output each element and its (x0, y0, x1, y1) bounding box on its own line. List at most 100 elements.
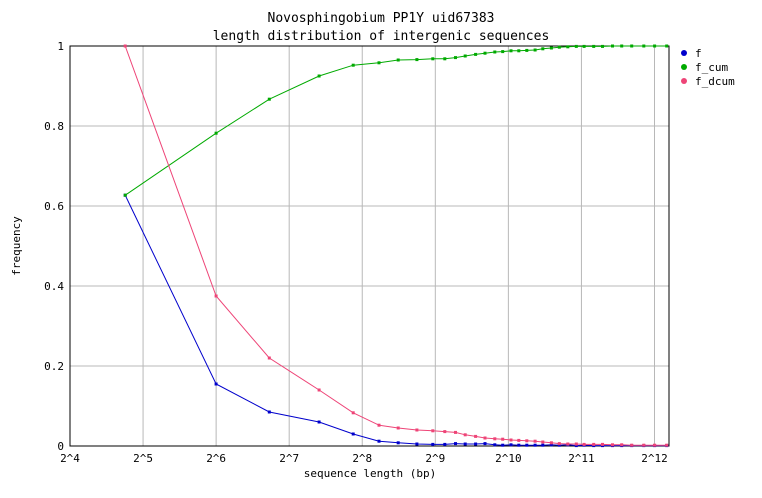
data-point (574, 442, 578, 446)
data-point (601, 442, 604, 446)
data-point (474, 52, 478, 56)
data-point (525, 48, 529, 52)
data-point (517, 49, 521, 53)
legend-marker (681, 64, 687, 70)
data-point (351, 411, 355, 415)
data-point (642, 443, 646, 447)
data-point (557, 45, 561, 49)
data-point (483, 436, 487, 440)
data-point (317, 388, 321, 392)
data-point (549, 441, 553, 445)
data-point (501, 437, 505, 441)
data-point (541, 443, 545, 447)
data-point (549, 443, 553, 447)
data-point (214, 131, 218, 135)
data-point (517, 443, 521, 447)
data-point (377, 439, 381, 443)
data-point (533, 48, 537, 52)
data-point (665, 443, 669, 447)
data-point (377, 423, 381, 427)
x-tick-label: 2^6 (206, 452, 226, 465)
data-point (509, 49, 513, 53)
data-point (214, 294, 218, 298)
data-point (463, 442, 467, 446)
data-point (463, 54, 467, 58)
chart-title: Novosphingobium PP1Y uid67383 (268, 11, 495, 26)
data-point (574, 444, 578, 448)
series-f (123, 193, 669, 448)
data-point (517, 438, 521, 442)
data-point (611, 443, 614, 447)
chart-subtitle: length distribution of intergenic sequen… (213, 29, 550, 44)
data-point (431, 442, 435, 446)
data-point (474, 442, 478, 446)
x-tick-label: 2^4 (60, 452, 80, 465)
data-point (653, 443, 657, 447)
x-tick-label: 2^11 (568, 452, 595, 465)
data-point (351, 432, 355, 436)
series-layer (123, 44, 669, 448)
series-line (124, 194, 667, 447)
data-point (123, 44, 127, 48)
x-tick-label: 2^8 (352, 452, 372, 465)
data-point (443, 57, 447, 61)
data-point (267, 356, 271, 360)
data-point (493, 50, 497, 54)
data-point (630, 443, 634, 447)
data-point (541, 440, 545, 444)
series-f-dcum (123, 44, 669, 447)
data-point (541, 47, 545, 51)
data-point (396, 441, 400, 445)
legend-marker (681, 78, 687, 84)
data-point (351, 63, 355, 67)
data-point (317, 74, 321, 78)
series-f-cum (123, 44, 669, 197)
legend-label: f (695, 47, 702, 60)
data-point (525, 443, 529, 447)
legend-label: f_dcum (695, 75, 735, 88)
data-point (620, 443, 624, 447)
data-point (454, 442, 457, 446)
legend-marker (681, 50, 687, 56)
data-point (415, 428, 419, 432)
series-line (124, 45, 667, 196)
data-point (533, 443, 537, 447)
data-point (454, 430, 457, 434)
legend-item: f (681, 47, 702, 60)
data-point (665, 44, 669, 48)
grid (70, 46, 669, 446)
data-point (557, 443, 561, 447)
data-point (630, 44, 634, 48)
data-point (415, 58, 419, 62)
x-tick-label: 2^5 (133, 452, 153, 465)
data-point (557, 442, 561, 446)
data-point (611, 44, 614, 48)
y-axis: 0 0.2 0.4 0.6 0.8 1 (44, 40, 64, 453)
y-tick-label: 1 (57, 40, 64, 53)
data-point (533, 439, 537, 443)
x-axis: 2^4 2^5 2^6 2^7 2^8 2^9 2^10 2^11 2^12 (60, 452, 668, 465)
y-axis-label: frequency (10, 216, 23, 276)
x-tick-label: 2^12 (641, 452, 668, 465)
data-point (582, 442, 586, 446)
x-tick-label: 2^10 (495, 452, 522, 465)
data-point (592, 44, 596, 48)
legend-item: f_dcum (681, 75, 735, 88)
data-point (620, 44, 624, 48)
x-tick-label: 2^9 (425, 452, 445, 465)
data-point (549, 46, 553, 50)
data-point (642, 44, 646, 48)
data-point (501, 50, 505, 54)
data-point (377, 61, 381, 65)
data-point (566, 442, 570, 446)
data-point (474, 434, 478, 438)
data-point (443, 430, 447, 434)
data-point (501, 443, 505, 447)
data-point (123, 193, 127, 197)
y-tick-label: 0 (57, 440, 64, 453)
data-point (396, 426, 400, 430)
data-point (454, 56, 457, 60)
data-point (566, 45, 570, 49)
